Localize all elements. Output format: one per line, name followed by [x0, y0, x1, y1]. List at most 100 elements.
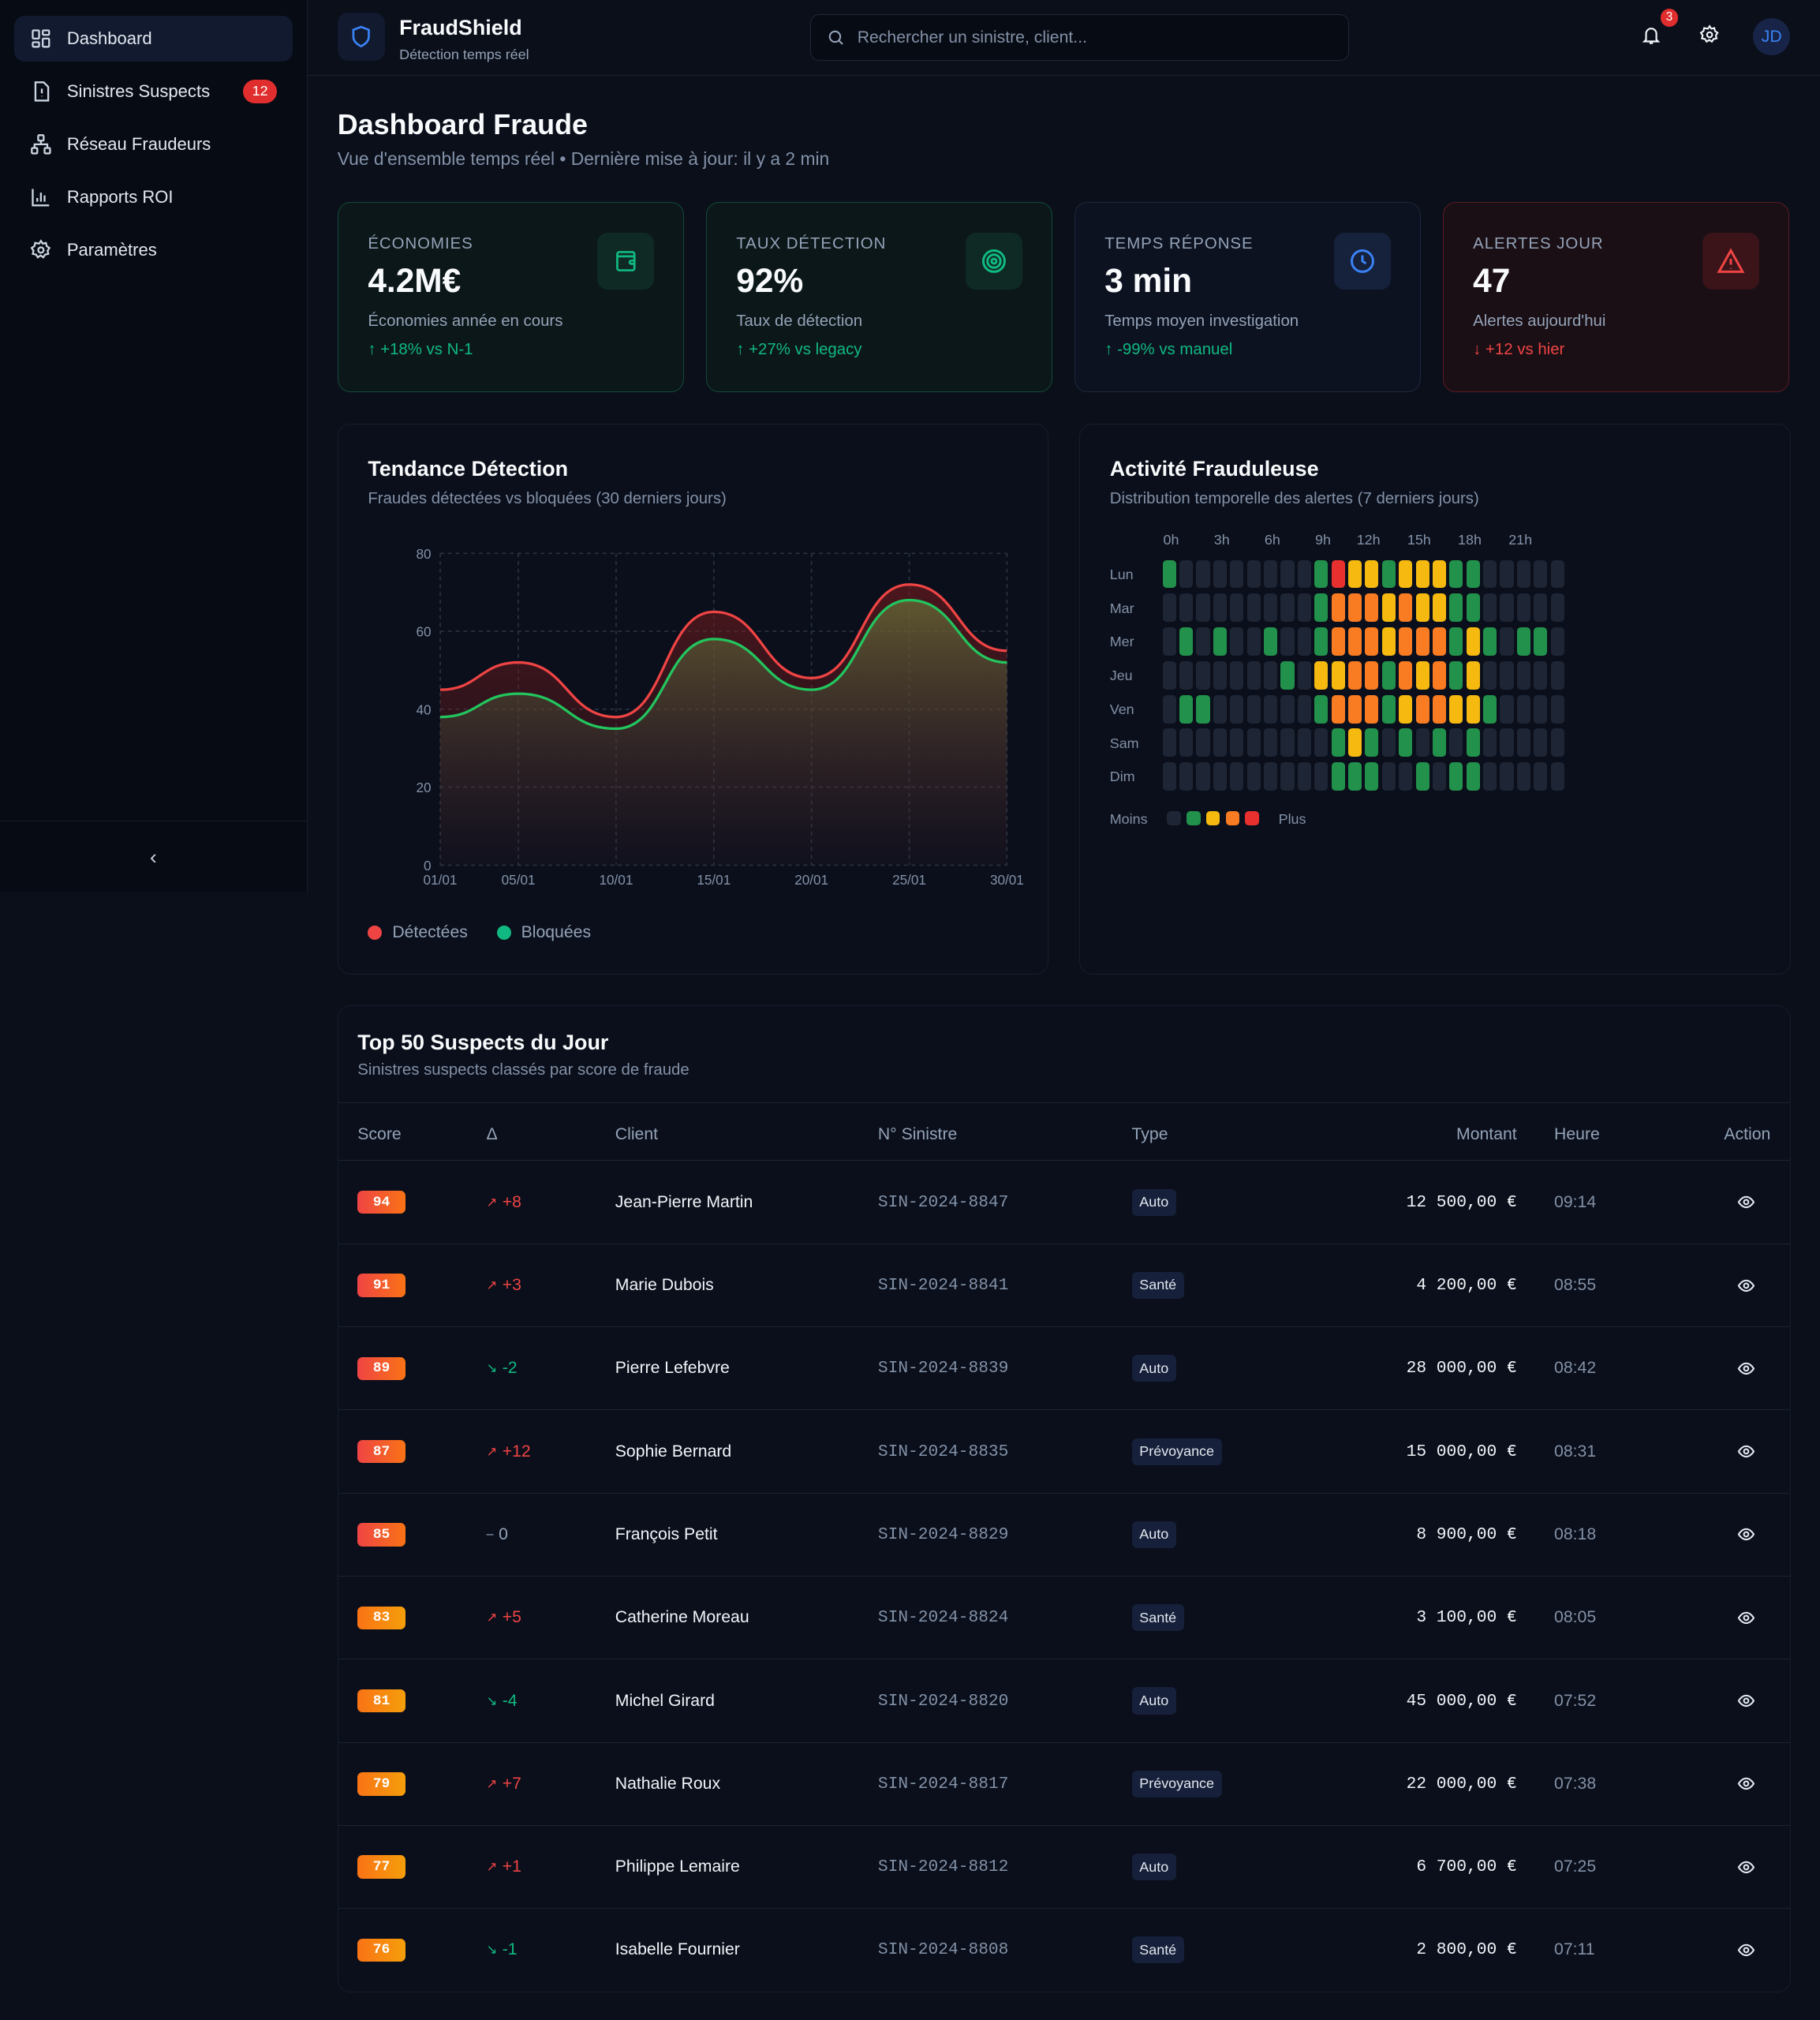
heatmap-cell[interactable]: [1534, 694, 1548, 724]
heatmap-cell[interactable]: [1365, 593, 1379, 623]
heatmap-cell[interactable]: [1179, 593, 1194, 623]
heatmap-cell[interactable]: [1432, 627, 1447, 656]
heatmap-cell[interactable]: [1483, 728, 1497, 758]
heatmap-cell[interactable]: [1466, 593, 1480, 623]
heatmap-cell[interactable]: [1297, 660, 1311, 690]
heatmap-cell[interactable]: [1196, 593, 1210, 623]
heatmap-cell[interactable]: [1347, 559, 1362, 589]
heatmap-cell[interactable]: [1314, 559, 1329, 589]
column-header[interactable]: Heure: [1554, 1125, 1600, 1144]
heatmap-cell[interactable]: [1399, 627, 1413, 656]
heatmap-cell[interactable]: [1516, 728, 1530, 758]
heatmap-cell[interactable]: [1331, 559, 1345, 589]
heatmap-cell[interactable]: [1365, 627, 1379, 656]
heatmap-cell[interactable]: [1534, 627, 1548, 656]
heatmap-cell[interactable]: [1415, 593, 1429, 623]
heatmap-cell[interactable]: [1162, 559, 1176, 589]
sidebar-item-parametres[interactable]: Paramètres: [14, 226, 293, 273]
heatmap-cell[interactable]: [1331, 762, 1345, 791]
heatmap-cell[interactable]: [1550, 627, 1564, 656]
heatmap-cell[interactable]: [1449, 627, 1463, 656]
column-header[interactable]: Montant: [1456, 1125, 1517, 1144]
heatmap-cell[interactable]: [1432, 559, 1447, 589]
heatmap-cell[interactable]: [1381, 660, 1396, 690]
heatmap-cell[interactable]: [1500, 762, 1514, 791]
heatmap-cell[interactable]: [1534, 660, 1548, 690]
heatmap-cell[interactable]: [1381, 694, 1396, 724]
bell-icon[interactable]: [1641, 24, 1661, 47]
heatmap-cell[interactable]: [1264, 627, 1278, 656]
heatmap-cell[interactable]: [1381, 627, 1396, 656]
view-button[interactable]: [1737, 1327, 1755, 1409]
heatmap-cell[interactable]: [1280, 593, 1295, 623]
heatmap-cell[interactable]: [1516, 660, 1530, 690]
view-button[interactable]: [1737, 1826, 1755, 1908]
heatmap-cell[interactable]: [1534, 762, 1548, 791]
heatmap-cell[interactable]: [1280, 627, 1295, 656]
heatmap-cell[interactable]: [1230, 694, 1244, 724]
heatmap-cell[interactable]: [1162, 593, 1176, 623]
table-row[interactable]: 89 ↘ -2 Pierre Lefebvre SIN-2024-8839 Auto 28 …: [338, 1326, 1790, 1409]
sidebar-item-rapports-roi[interactable]: Rapports ROI: [14, 174, 293, 220]
heatmap-cell[interactable]: [1297, 728, 1311, 758]
heatmap-cell[interactable]: [1365, 660, 1379, 690]
heatmap-cell[interactable]: [1213, 593, 1227, 623]
heatmap-cell[interactable]: [1297, 593, 1311, 623]
heatmap-cell[interactable]: [1347, 660, 1362, 690]
user-avatar[interactable]: JD: [1753, 17, 1791, 56]
heatmap-cell[interactable]: [1162, 762, 1176, 791]
heatmap-cell[interactable]: [1399, 593, 1413, 623]
heatmap-cell[interactable]: [1213, 660, 1227, 690]
heatmap-cell[interactable]: [1331, 660, 1345, 690]
heatmap-cell[interactable]: [1483, 593, 1497, 623]
table-row[interactable]: 77 ↗ +1 Philippe Lemaire SIN-2024-8812 Auto 6 …: [338, 1824, 1790, 1908]
sidebar-item-reseau-fraudeurs[interactable]: Réseau Fraudeurs: [14, 121, 293, 167]
settings-gear-icon[interactable]: [1699, 24, 1720, 45]
heatmap-cell[interactable]: [1432, 593, 1447, 623]
heatmap-cell[interactable]: [1500, 660, 1514, 690]
heatmap-cell[interactable]: [1415, 728, 1429, 758]
heatmap-cell[interactable]: [1246, 694, 1261, 724]
heatmap-cell[interactable]: [1432, 762, 1447, 791]
heatmap-cell[interactable]: [1280, 694, 1295, 724]
heatmap-cell[interactable]: [1280, 728, 1295, 758]
view-button[interactable]: [1737, 1577, 1755, 1659]
heatmap-cell[interactable]: [1466, 762, 1480, 791]
view-button[interactable]: [1737, 1161, 1755, 1243]
heatmap-cell[interactable]: [1381, 593, 1396, 623]
heatmap-cell[interactable]: [1246, 762, 1261, 791]
heatmap-cell[interactable]: [1449, 660, 1463, 690]
heatmap-cell[interactable]: [1264, 694, 1278, 724]
heatmap-cell[interactable]: [1365, 694, 1379, 724]
heatmap-cell[interactable]: [1347, 627, 1362, 656]
heatmap-cell[interactable]: [1179, 728, 1194, 758]
column-header[interactable]: Score: [357, 1125, 402, 1144]
view-button[interactable]: [1737, 1244, 1755, 1326]
heatmap-cell[interactable]: [1500, 593, 1514, 623]
heatmap-cell[interactable]: [1500, 627, 1514, 656]
heatmap-cell[interactable]: [1297, 694, 1311, 724]
heatmap-cell[interactable]: [1314, 728, 1329, 758]
heatmap-cell[interactable]: [1246, 660, 1261, 690]
heatmap-cell[interactable]: [1550, 559, 1564, 589]
heatmap-cell[interactable]: [1314, 762, 1329, 791]
column-header[interactable]: Type: [1131, 1125, 1168, 1144]
heatmap-cell[interactable]: [1230, 762, 1244, 791]
heatmap-cell[interactable]: [1432, 728, 1447, 758]
view-button[interactable]: [1737, 1743, 1755, 1825]
heatmap-cell[interactable]: [1399, 694, 1413, 724]
heatmap-cell[interactable]: [1466, 627, 1480, 656]
heatmap-cell[interactable]: [1297, 627, 1311, 656]
heatmap-cell[interactable]: [1297, 559, 1311, 589]
heatmap-cell[interactable]: [1483, 627, 1497, 656]
heatmap-cell[interactable]: [1399, 660, 1413, 690]
table-row[interactable]: 79 ↗ +7 Nathalie Roux SIN-2024-8817 Prévoyanc…: [338, 1741, 1790, 1825]
heatmap-cell[interactable]: [1449, 762, 1463, 791]
heatmap-cell[interactable]: [1331, 627, 1345, 656]
heatmap-cell[interactable]: [1550, 728, 1564, 758]
view-button[interactable]: [1737, 1659, 1755, 1741]
view-button[interactable]: [1737, 1410, 1755, 1492]
heatmap-cell[interactable]: [1534, 559, 1548, 589]
heatmap-cell[interactable]: [1516, 559, 1530, 589]
heatmap-cell[interactable]: [1196, 728, 1210, 758]
